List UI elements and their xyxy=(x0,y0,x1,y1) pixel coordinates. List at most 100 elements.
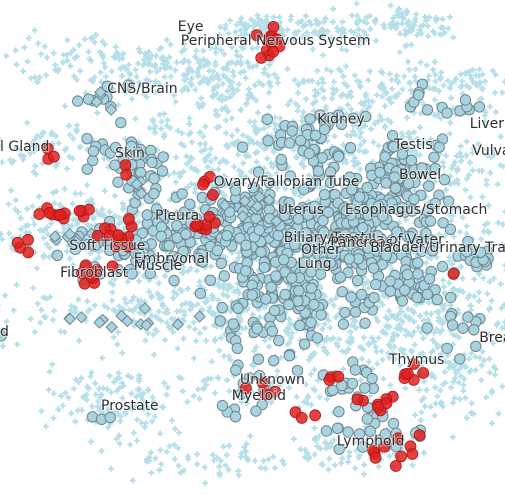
sample-point[interactable] xyxy=(305,316,317,329)
sample-point[interactable] xyxy=(298,183,310,196)
sample-point[interactable] xyxy=(303,147,315,160)
highlighted-point[interactable] xyxy=(389,460,402,472)
sample-point[interactable] xyxy=(421,288,434,300)
highlighted-point[interactable] xyxy=(309,409,322,422)
sample-point[interactable] xyxy=(380,177,392,189)
sample-point[interactable] xyxy=(374,166,386,179)
sample-point[interactable] xyxy=(253,224,265,236)
sample-point[interactable] xyxy=(468,324,480,336)
sample-point[interactable] xyxy=(81,163,94,175)
sample-point[interactable] xyxy=(441,107,453,119)
sample-point[interactable] xyxy=(423,180,435,192)
sample-point[interactable] xyxy=(322,206,334,219)
sample-point[interactable] xyxy=(360,110,372,123)
sample-point[interactable] xyxy=(386,129,399,142)
sample-point[interactable] xyxy=(305,282,318,294)
highlighted-point[interactable] xyxy=(295,411,308,424)
sample-point[interactable] xyxy=(260,293,272,305)
sample-point[interactable] xyxy=(180,228,192,240)
sample-point[interactable] xyxy=(428,151,440,163)
highlighted-point[interactable] xyxy=(22,233,34,246)
sample-point[interactable] xyxy=(304,113,316,125)
sample-point[interactable] xyxy=(262,135,274,147)
sample-point[interactable] xyxy=(355,288,368,301)
sample-point[interactable] xyxy=(157,151,169,163)
sample-point[interactable] xyxy=(261,113,273,126)
sample-point[interactable] xyxy=(247,182,259,194)
sample-point[interactable] xyxy=(176,188,188,200)
sample-point[interactable] xyxy=(275,153,287,166)
sample-point[interactable] xyxy=(320,425,333,437)
sample-point[interactable] xyxy=(429,197,441,210)
sample-point[interactable] xyxy=(389,182,402,194)
sample-point[interactable] xyxy=(294,134,307,147)
sample-point[interactable] xyxy=(184,198,196,210)
sample-point[interactable] xyxy=(87,145,100,157)
sample-point[interactable] xyxy=(446,319,459,331)
sample-point[interactable] xyxy=(146,156,158,169)
sample-point[interactable] xyxy=(457,322,469,334)
sample-point[interactable] xyxy=(214,176,226,189)
highlighted-point[interactable] xyxy=(122,212,135,225)
sample-point[interactable] xyxy=(72,95,84,107)
sample-point[interactable] xyxy=(250,405,262,417)
sample-point[interactable] xyxy=(442,195,455,207)
sample-point[interactable] xyxy=(298,338,311,350)
sample-point[interactable] xyxy=(436,260,449,273)
highlighted-point[interactable] xyxy=(447,267,460,280)
sample-diamond[interactable] xyxy=(193,310,206,323)
sample-point[interactable] xyxy=(246,289,258,301)
sample-point[interactable] xyxy=(221,230,233,242)
highlighted-point[interactable] xyxy=(33,208,46,221)
sample-point[interactable] xyxy=(438,174,451,186)
highlighted-point[interactable] xyxy=(120,168,133,181)
sample-point[interactable] xyxy=(215,257,228,269)
sample-point[interactable] xyxy=(218,270,231,282)
sample-point[interactable] xyxy=(266,325,279,337)
sample-point[interactable] xyxy=(412,89,425,101)
sample-point[interactable] xyxy=(412,257,424,269)
sample-point[interactable] xyxy=(445,291,457,304)
sample-point[interactable] xyxy=(367,262,380,274)
sample-point[interactable] xyxy=(433,141,445,153)
sample-point[interactable] xyxy=(252,353,265,365)
sample-point[interactable] xyxy=(333,406,345,418)
sample-point[interactable] xyxy=(115,117,127,129)
sample-point[interactable] xyxy=(416,162,428,174)
sample-point[interactable] xyxy=(347,112,359,124)
highlighted-point[interactable] xyxy=(406,447,419,460)
sample-point[interactable] xyxy=(384,275,396,287)
sample-point[interactable] xyxy=(155,230,167,243)
sample-point[interactable] xyxy=(324,166,337,178)
sample-point[interactable] xyxy=(229,184,242,197)
sample-point[interactable] xyxy=(122,79,134,91)
sample-point[interactable] xyxy=(359,382,371,394)
sample-point[interactable] xyxy=(311,332,323,344)
sample-point[interactable] xyxy=(361,413,373,425)
sample-point[interactable] xyxy=(270,270,282,282)
sample-point[interactable] xyxy=(204,274,217,286)
sample-point[interactable] xyxy=(279,288,291,301)
sample-point[interactable] xyxy=(405,154,418,167)
sample-point[interactable] xyxy=(403,177,415,190)
highlighted-point[interactable] xyxy=(372,400,384,413)
sample-point[interactable] xyxy=(344,142,357,154)
sample-point[interactable] xyxy=(387,141,400,153)
sample-point[interactable] xyxy=(366,372,378,385)
sample-point[interactable] xyxy=(332,150,345,163)
sample-point[interactable] xyxy=(263,177,276,189)
sample-diamond[interactable] xyxy=(105,320,118,334)
sample-point[interactable] xyxy=(421,104,434,116)
sample-point[interactable] xyxy=(387,417,400,430)
sample-point[interactable] xyxy=(399,284,411,296)
sample-point[interactable] xyxy=(112,176,124,188)
sample-point[interactable] xyxy=(240,265,252,277)
sample-point[interactable] xyxy=(318,188,331,201)
sample-point[interactable] xyxy=(349,364,362,376)
sample-point[interactable] xyxy=(216,399,229,412)
highlighted-point[interactable] xyxy=(206,189,219,201)
sample-point[interactable] xyxy=(437,217,449,229)
sample-point[interactable] xyxy=(334,271,347,283)
highlighted-point[interactable] xyxy=(323,374,336,386)
